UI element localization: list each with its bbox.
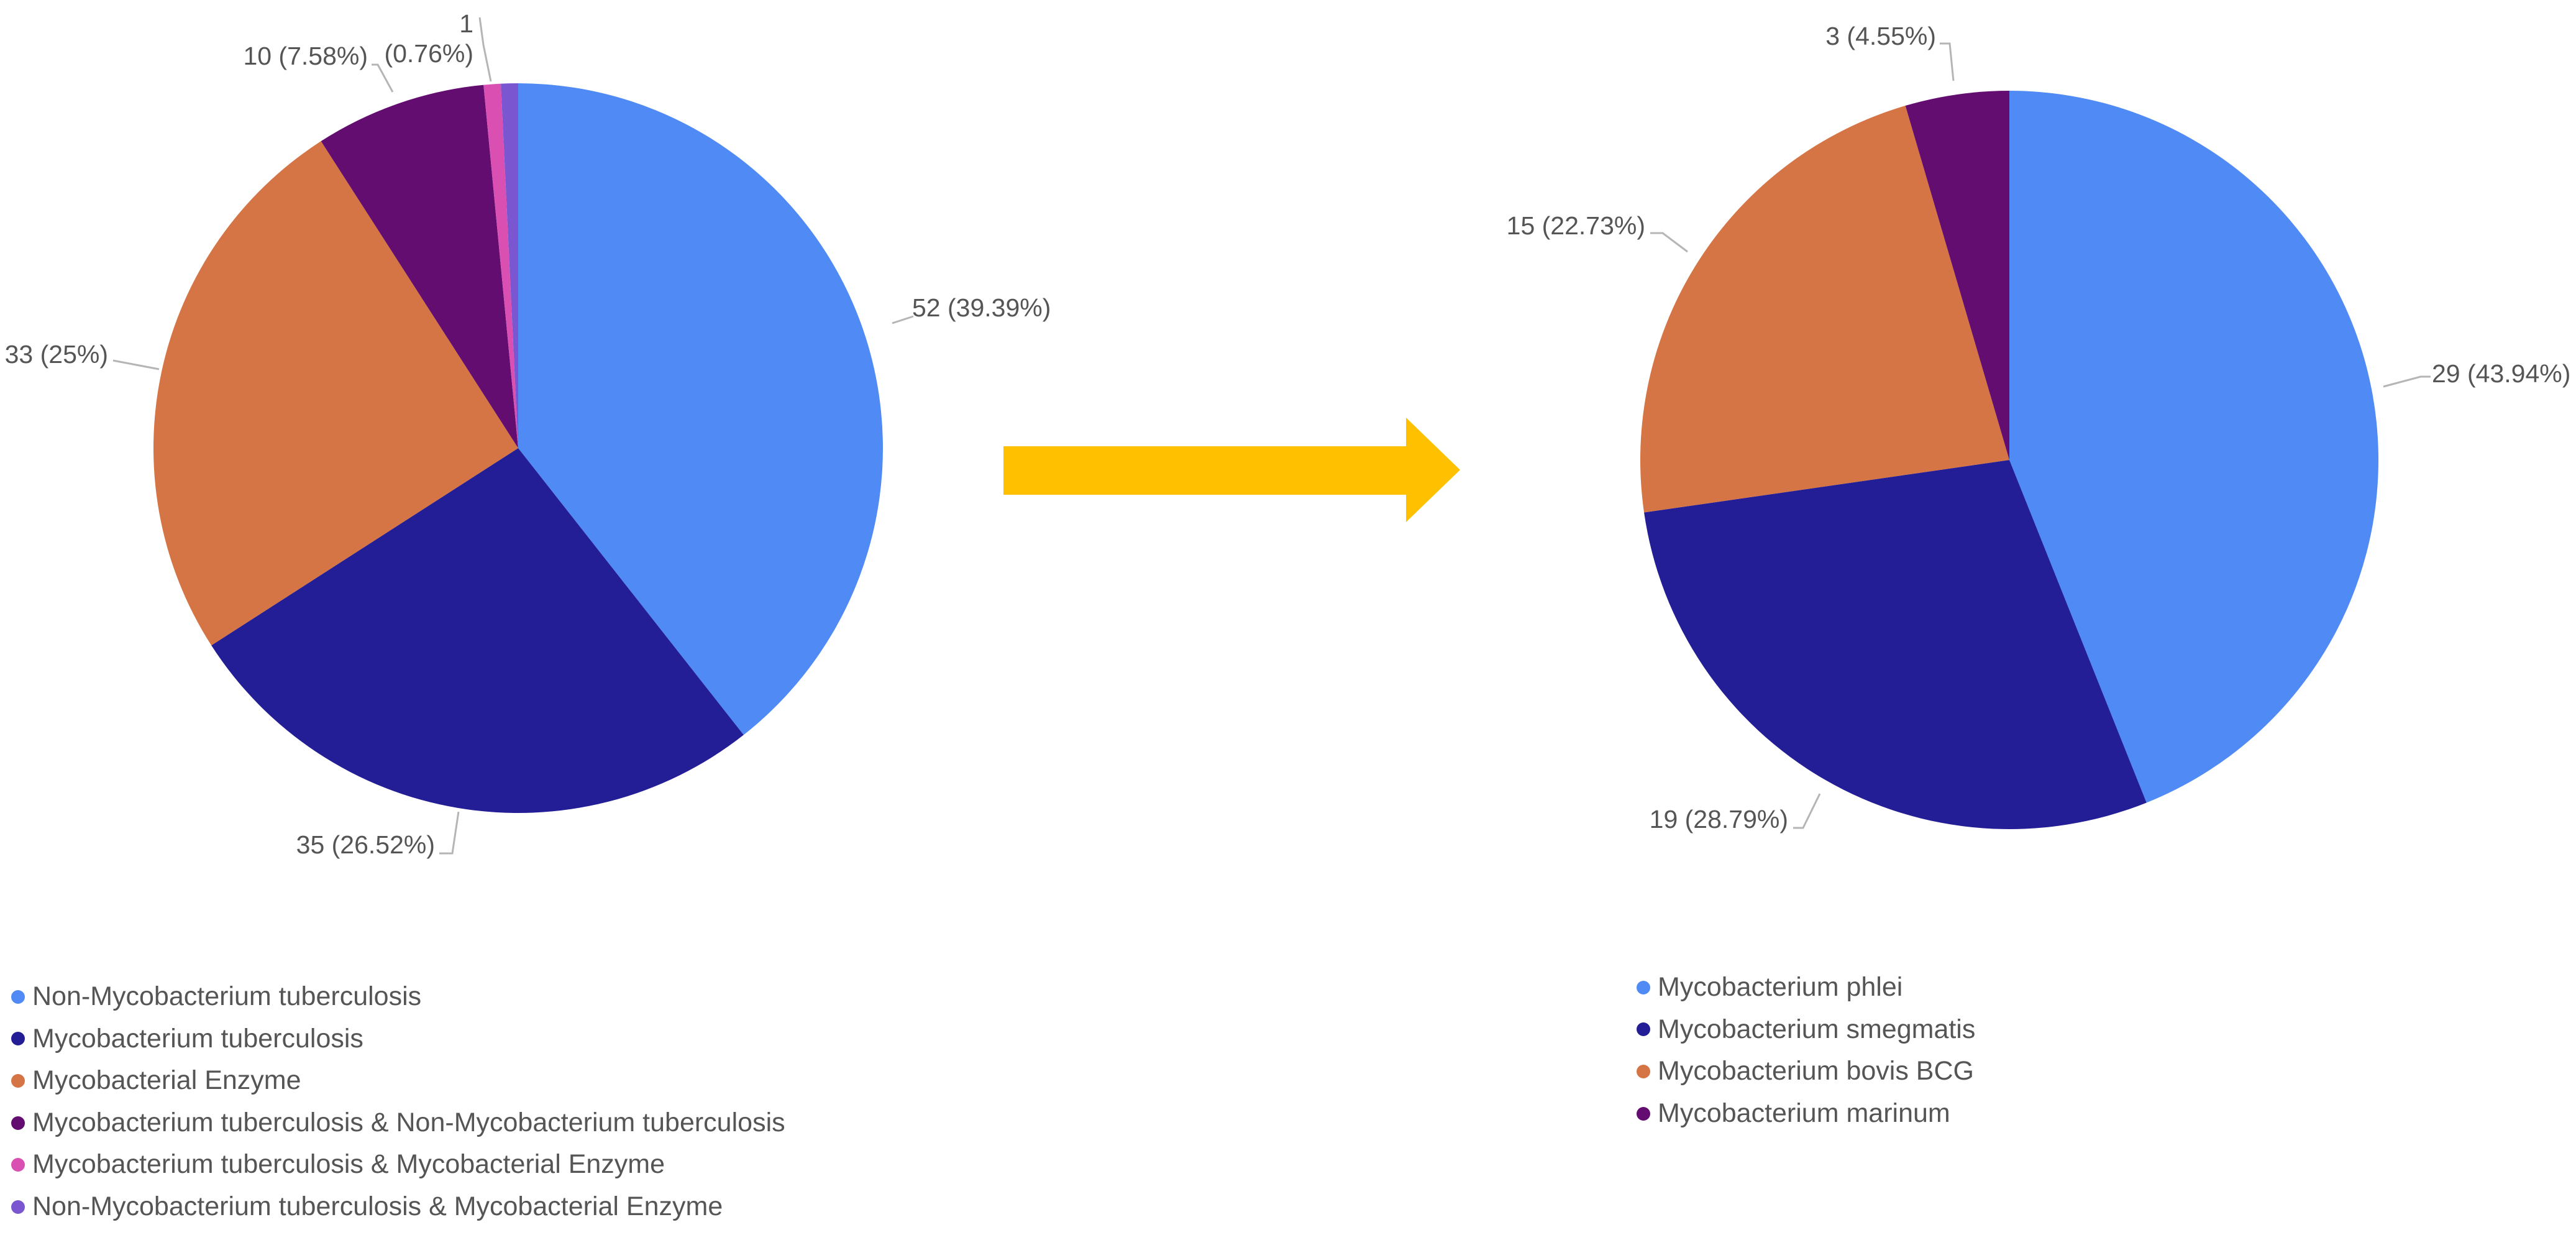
right-legend-item-mycobacterium-phlei: Mycobacterium phlei <box>1637 966 1975 1009</box>
right-leader-line-mycobacterium-smegmatis <box>1793 793 1821 829</box>
left-leader-line-mycobacterial-enzyme <box>112 359 160 370</box>
left-legend-item-non-mycobacterium-tuberculosis: Non-Mycobacterium tuberculosis <box>11 976 785 1018</box>
right-pie-slice-mycobacterium-phlei <box>2009 91 2379 803</box>
left-leader-line-non-mycobacterium-tuberculosis-and-mycobacterial-enzyme <box>478 17 492 82</box>
left-pie-slice-mycobacterium-tuberculosis-and-mycobacterial-enzyme <box>483 83 518 448</box>
left-pie-slice-mycobacterium-tuberculosis-and-non-mycobacterium-tuberculosis <box>321 85 518 448</box>
right-data-label-mycobacterium-phlei: 29 (43.94%) <box>2432 359 2570 388</box>
left-pie-slice-mycobacterial-enzyme <box>153 141 518 646</box>
left-data-label-non-mycobacterium-tuberculosis: 52 (39.39%) <box>912 293 1051 322</box>
left-pie-slice-non-mycobacterium-tuberculosis-and-mycobacterial-enzyme <box>501 83 518 448</box>
left-legend-label: Mycobacterium tuberculosis & Mycobacteri… <box>32 1149 665 1180</box>
left-legend-swatch <box>11 1200 25 1214</box>
right-legend-swatch <box>1637 1022 1650 1037</box>
pie-chart-right: 29 (43.94%) 19 (28.79%) 15 (22.73%) 3 (4.55… <box>1507 22 2571 833</box>
right-legend-swatch <box>1637 1106 1650 1121</box>
right-legend-label: Mycobacterium smegmatis <box>1658 1014 1976 1044</box>
left-legend-swatch <box>11 1032 25 1046</box>
right-pie-slice-mycobacterium-bovis-bcg <box>1640 106 2009 513</box>
left-pie-slice-mycobacterium-tuberculosis <box>211 448 744 814</box>
left-pie-slice-non-mycobacterium-tuberculosis <box>518 83 883 735</box>
left-legend-label: Non-Mycobacterium tuberculosis & Mycobac… <box>32 1191 723 1221</box>
left-legend-label: Non-Mycobacterium tuberculosis <box>32 981 422 1011</box>
right-legend-item-mycobacterium-marinum: Mycobacterium marinum <box>1637 1093 1975 1135</box>
right-legend-swatch <box>1637 1064 1650 1078</box>
left-legend-item-mycobacterium-tuberculosis: Mycobacterium tuberculosis <box>11 1018 785 1060</box>
left-legend-label: Mycobacterium tuberculosis & Non-Mycobac… <box>32 1107 785 1137</box>
left-data-label-non-mycobacterium-tuberculosis-and-mycobacterial-enzyme: 1 (0.76%) <box>384 9 473 68</box>
right-pie-slice-mycobacterium-marinum <box>1905 91 2009 460</box>
left-legend-swatch <box>11 989 25 1004</box>
right-arrow-icon <box>1003 418 1460 522</box>
right-legend-item-mycobacterium-smegmatis: Mycobacterium smegmatis <box>1637 1009 1975 1051</box>
legend-right: Mycobacterium phlei Mycobacterium smegmat… <box>1637 966 1975 1134</box>
right-leader-line-mycobacterium-marinum <box>1940 42 1955 81</box>
right-data-label-mycobacterium-marinum: 3 (4.55%) <box>1825 22 1936 50</box>
right-leader-line-mycobacterium-bovis-bcg <box>1650 232 1688 253</box>
legend-left: Non-Mycobacterium tuberculosis Mycobacter… <box>11 976 785 1228</box>
left-leader-line-mycobacterium-tuberculosis-and-non-mycobacterium-tuberculosis <box>372 63 394 93</box>
left-leader-line-mycobacterium-tuberculosis <box>439 811 460 855</box>
right-legend-item-mycobacterium-bovis-bcg: Mycobacterium bovis BCG <box>1637 1050 1975 1093</box>
left-legend-swatch <box>11 1158 25 1172</box>
left-data-label-mycobacterium-tuberculosis-and-non-mycobacterium-tuberculosis: 10 (7.58%) <box>243 42 368 70</box>
left-legend-label: Mycobacterial Enzyme <box>32 1065 301 1096</box>
right-legend-swatch <box>1637 980 1650 994</box>
left-legend-item-mycobacterium-tuberculosis-and-mycobacterial-enzyme: Mycobacterium tuberculosis & Mycobacteri… <box>11 1144 785 1186</box>
left-legend-label: Mycobacterium tuberculosis <box>32 1023 363 1054</box>
left-data-label-mycobacterium-tuberculosis: 35 (26.52%) <box>296 830 435 859</box>
right-legend-label: Mycobacterium phlei <box>1658 972 1903 1002</box>
right-legend-label: Mycobacterium bovis BCG <box>1658 1056 1974 1086</box>
right-legend-label: Mycobacterium marinum <box>1658 1098 1950 1128</box>
left-legend-swatch <box>11 1073 25 1088</box>
left-data-label-mycobacterial-enzyme: 33 (25%) <box>5 340 108 369</box>
left-legend-item-non-mycobacterium-tuberculosis-and-mycobacterial-enzyme: Non-Mycobacterium tuberculosis & Mycobac… <box>11 1186 785 1228</box>
left-legend-item-mycobacterium-tuberculosis-and-non-mycobacterium-tuberculosis: Mycobacterium tuberculosis & Non-Mycobac… <box>11 1102 785 1144</box>
left-legend-item-mycobacterial-enzyme: Mycobacterial Enzyme <box>11 1060 785 1102</box>
right-pie-slice-mycobacterium-smegmatis <box>1644 460 2147 829</box>
pie-chart-left: 52 (39.39%) 35 (26.52%) 33 (25%) 10 (7.58%)… <box>5 9 1051 859</box>
right-data-label-mycobacterium-smegmatis: 19 (28.79%) <box>1650 805 1788 833</box>
right-data-label-mycobacterium-bovis-bcg: 15 (22.73%) <box>1507 211 1645 240</box>
left-leader-line-non-mycobacterium-tuberculosis <box>892 315 914 324</box>
left-legend-swatch <box>11 1116 25 1130</box>
right-leader-line-mycobacterium-phlei <box>2383 375 2431 388</box>
